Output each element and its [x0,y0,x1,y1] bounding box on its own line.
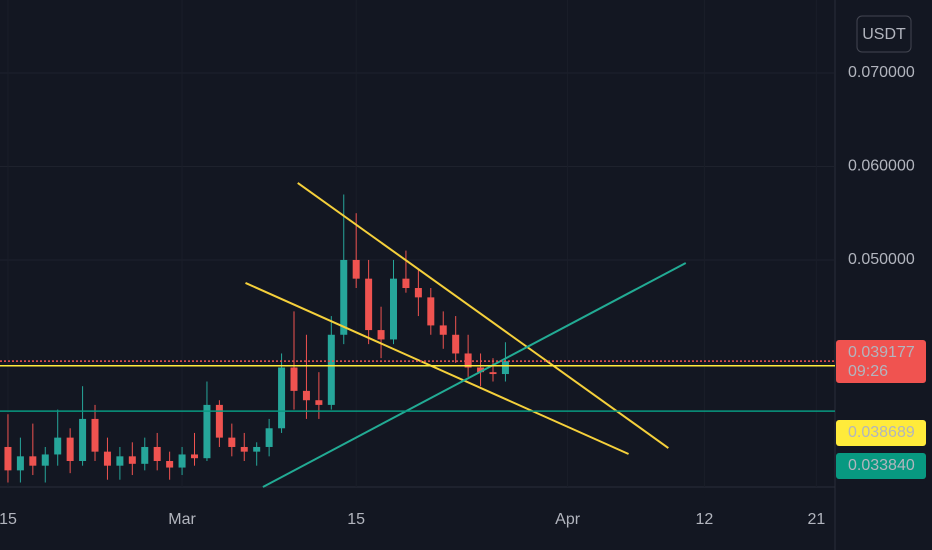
candle-body [54,437,62,455]
candle-body [340,259,348,335]
candle-body [501,361,509,375]
candle-body [215,404,223,438]
price-label: 0.033840 [848,457,915,474]
x-tick-label: Apr [555,511,581,528]
candle-body [16,456,24,471]
candle-body [203,404,211,459]
candle-body [128,456,136,464]
candle-body [265,428,273,447]
currency-label: USDT [862,26,906,43]
candle-body [452,334,460,354]
candle-body [166,461,174,468]
candle-body [41,454,49,466]
candle-body [327,334,335,405]
candle-body [377,330,385,340]
candle-body [439,325,447,335]
candle-body [402,278,410,289]
candle-body [253,446,261,452]
y-tick-label: 0.060000 [848,158,915,175]
price-label: 0.039177 [848,344,915,361]
price-label-box [836,453,926,479]
y-tick-label: 0.050000 [848,251,915,268]
price-label-box [836,420,926,446]
x-tick-label: 15 [347,511,365,528]
candle-body [66,437,74,462]
candle-body [389,278,397,340]
candle-body [4,446,12,471]
trend-line [262,262,687,488]
candle-body [228,437,236,447]
candle-body [91,418,99,452]
candle-body [103,451,111,466]
candle-body [290,367,298,391]
candle-body [191,454,199,459]
candle-body [116,456,124,466]
x-tick-label: 21 [807,511,825,528]
candle-body [477,367,485,373]
candle-body [29,456,37,466]
price-label: 0.038689 [848,424,915,441]
candle-body [315,400,323,405]
x-tick-label: 15 [0,511,17,528]
candle-body [302,390,310,401]
candle-body [141,446,149,464]
candle-body [414,288,422,298]
trend-line [297,182,669,449]
x-tick-label: Mar [168,511,196,528]
candle-body [240,446,248,452]
candle-body [278,367,286,429]
currency-button[interactable] [856,15,912,53]
candle-body [365,278,373,331]
y-tick-label: 0.070000 [848,64,915,81]
candle-body [178,454,186,468]
candle-body [153,446,161,462]
countdown: 09:26 [848,363,888,380]
candle-body [489,372,497,375]
candle-body [427,297,435,326]
candle-body [352,259,360,279]
x-tick-label: 12 [696,511,714,528]
candle-body [79,418,87,462]
price-label-box [836,340,926,383]
trend-line [245,282,629,455]
